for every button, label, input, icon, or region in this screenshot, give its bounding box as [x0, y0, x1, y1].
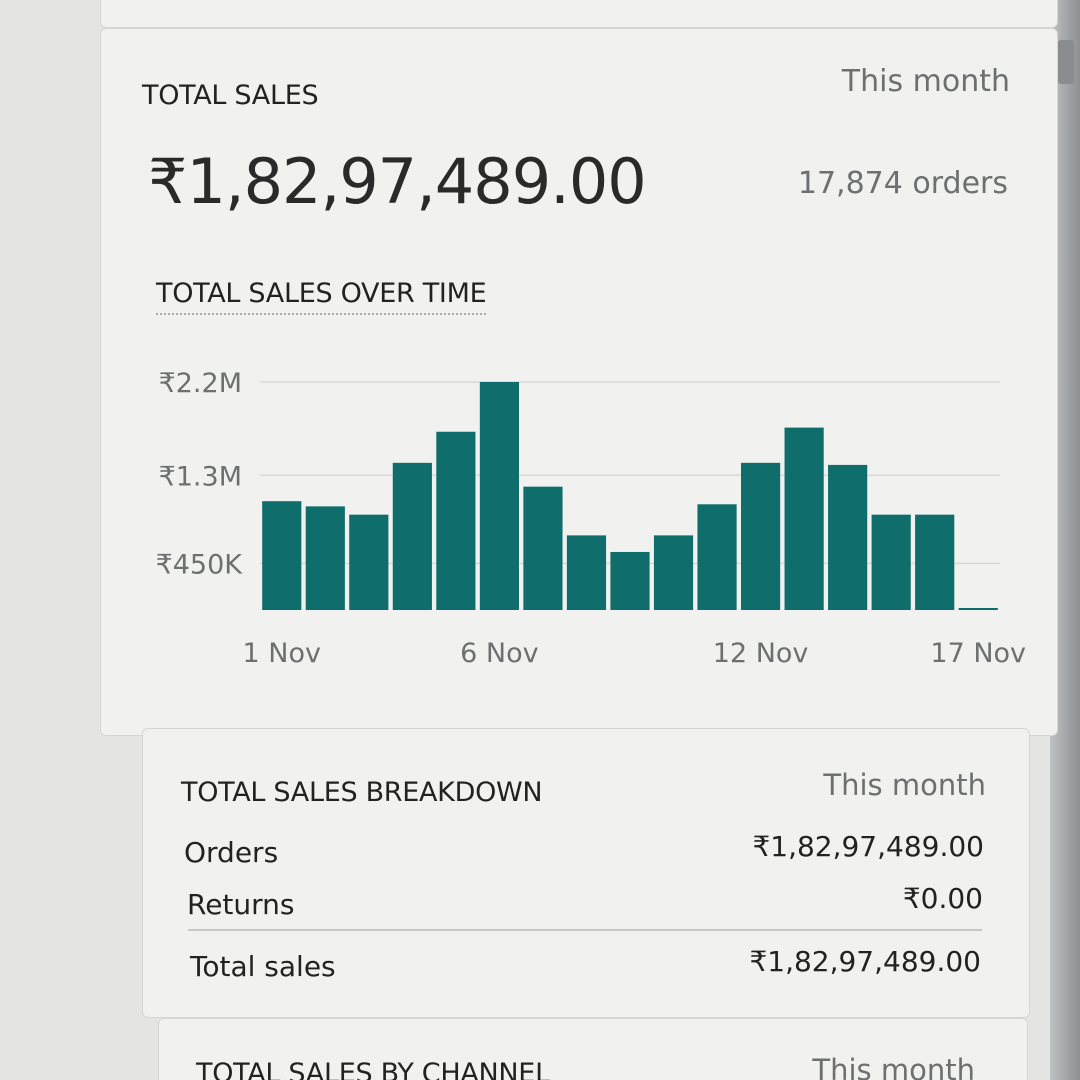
total-sales-row-label: Total sales [190, 950, 336, 983]
bar-1-nov[interactable] [262, 501, 302, 610]
bar-3-nov[interactable] [349, 514, 389, 610]
bar-16-nov[interactable] [915, 514, 955, 610]
bar-9-nov[interactable] [610, 551, 650, 610]
bar-15-nov[interactable] [871, 514, 911, 610]
x-tick-label-2: 12 Nov [713, 638, 809, 669]
total-sales-value: ₹1,82,97,489.00 [148, 145, 647, 218]
bar-7-nov[interactable] [523, 486, 563, 610]
bar-10-nov[interactable] [653, 535, 694, 610]
chart-bars [262, 382, 998, 610]
bar-11-nov[interactable] [697, 504, 737, 610]
bar-5-nov[interactable] [436, 431, 476, 610]
chart-title[interactable]: TOTAL SALES OVER TIME [156, 278, 487, 315]
breakdown-title: TOTAL SALES BREAKDOWN [181, 777, 543, 808]
chart-y-ticks: ₹2.2M ₹1.3M ₹450K [156, 368, 244, 580]
breakdown-divider [188, 929, 982, 931]
total-sales-row-value: ₹1,82,97,489.00 [749, 945, 981, 978]
channel-title: TOTAL SALES BY CHANNEL [196, 1058, 550, 1080]
bar-12-nov[interactable] [741, 462, 781, 610]
bar-8-nov[interactable] [566, 535, 607, 610]
orders-row-label: Orders [184, 836, 279, 869]
bar-13-nov[interactable] [784, 427, 824, 610]
bar-4-nov[interactable] [392, 462, 432, 610]
breakdown-period: This month [823, 768, 986, 802]
bar-6-nov[interactable] [479, 382, 519, 610]
orders-row-value: ₹1,82,97,489.00 [752, 830, 984, 863]
period-label: This month [841, 64, 1010, 99]
total-sales-title: TOTAL SALES [142, 80, 319, 111]
y-tick-label-2: ₹450K [156, 549, 244, 580]
returns-row-value: ₹0.00 [902, 882, 983, 915]
returns-row-label: Returns [187, 888, 295, 921]
orders-count: 17,874 orders [797, 166, 1008, 201]
channel-period: This month [812, 1053, 975, 1080]
x-tick-label-3: 17 Nov [930, 638, 1026, 669]
sales-by-channel-card [158, 1018, 1028, 1080]
x-tick-label-1: 6 Nov [460, 638, 538, 669]
sales-over-time-chart: ₹2.2M ₹1.3M ₹450K 1 Nov 6 Nov 12 Nov 17 Nov [156, 368, 1027, 669]
y-tick-label-1: ₹1.3M [159, 461, 242, 492]
scrollbar-thumb[interactable] [1058, 40, 1074, 84]
bar-17-nov[interactable] [958, 608, 998, 610]
chart-x-ticks: 1 Nov 6 Nov 12 Nov 17 Nov [243, 638, 1027, 669]
bar-14-nov[interactable] [828, 464, 868, 610]
sales-breakdown-card [142, 728, 1030, 1018]
x-tick-label-0: 1 Nov [243, 638, 321, 669]
bar-2-nov[interactable] [305, 506, 345, 610]
y-tick-label-0: ₹2.2M [159, 368, 242, 399]
previous-card [100, 0, 1058, 28]
